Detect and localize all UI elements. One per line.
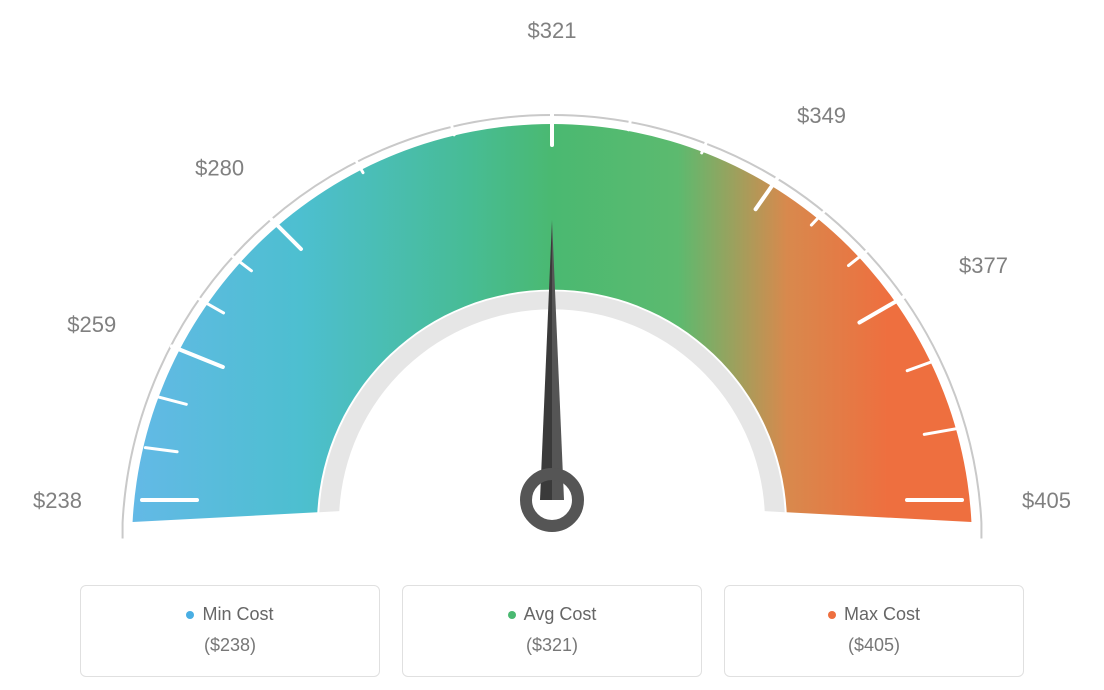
legend-card-avg: Avg Cost ($321)	[402, 585, 702, 677]
svg-text:$280: $280	[195, 156, 244, 181]
dot-icon	[186, 611, 194, 619]
svg-text:$405: $405	[1022, 488, 1071, 513]
legend-max-label: Max Cost	[844, 604, 920, 624]
svg-text:$259: $259	[67, 312, 116, 337]
legend-min-title: Min Cost	[93, 604, 367, 625]
legend-avg-value: ($321)	[415, 635, 689, 656]
legend-max-value: ($405)	[737, 635, 1011, 656]
legend-min-value: ($238)	[93, 635, 367, 656]
svg-text:$321: $321	[528, 18, 577, 43]
svg-text:$238: $238	[33, 488, 82, 513]
gauge-chart: $238 $259 $280 $321 $349 $377 $405	[0, 0, 1104, 555]
svg-text:$377: $377	[959, 253, 1008, 278]
svg-text:$349: $349	[797, 103, 846, 128]
dot-icon	[828, 611, 836, 619]
gauge-svg: $238 $259 $280 $321 $349 $377 $405	[22, 10, 1082, 550]
legend-max-title: Max Cost	[737, 604, 1011, 625]
legend-min-label: Min Cost	[202, 604, 273, 624]
legend-avg-title: Avg Cost	[415, 604, 689, 625]
dot-icon	[508, 611, 516, 619]
legend-avg-label: Avg Cost	[524, 604, 597, 624]
legend-row: Min Cost ($238) Avg Cost ($321) Max Cost…	[0, 585, 1104, 677]
legend-card-max: Max Cost ($405)	[724, 585, 1024, 677]
legend-card-min: Min Cost ($238)	[80, 585, 380, 677]
